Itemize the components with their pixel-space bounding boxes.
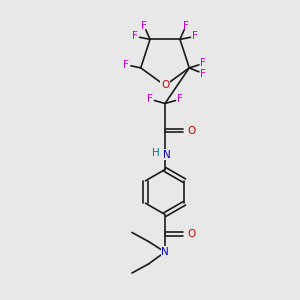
Text: F: F xyxy=(132,32,138,41)
Text: F: F xyxy=(200,69,206,79)
Text: N: N xyxy=(163,149,170,160)
Text: O: O xyxy=(187,229,196,239)
Text: H: H xyxy=(152,148,159,158)
Text: F: F xyxy=(183,21,189,31)
Text: F: F xyxy=(200,58,206,68)
Text: O: O xyxy=(161,80,169,91)
Text: F: F xyxy=(147,94,153,104)
Text: F: F xyxy=(123,60,129,70)
Text: F: F xyxy=(177,94,183,104)
Text: F: F xyxy=(141,21,147,31)
Text: F: F xyxy=(192,32,198,41)
Text: N: N xyxy=(161,247,169,257)
Text: O: O xyxy=(187,125,196,136)
